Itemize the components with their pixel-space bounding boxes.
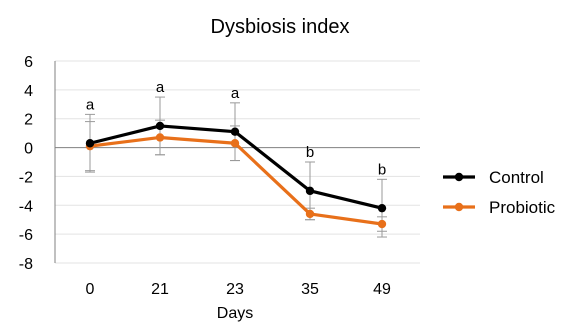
y-tick-label: 2	[24, 112, 33, 129]
legend-marker-control	[454, 172, 464, 182]
data-point-control	[305, 186, 315, 196]
y-tick-label: -6	[19, 227, 33, 244]
y-tick-label: 0	[24, 141, 33, 158]
x-tick-label: 35	[301, 281, 319, 298]
x-tick-label: 0	[86, 281, 95, 298]
x-tick-label: 23	[226, 281, 244, 298]
significance-label: a	[231, 85, 240, 102]
legend-label-control: Control	[489, 168, 544, 187]
legend: Control Probiotic	[443, 168, 556, 217]
x-axis-label: Days	[217, 305, 253, 322]
significance-label: a	[86, 96, 95, 113]
data-point-control	[155, 121, 165, 131]
data-point-control	[85, 139, 95, 148]
significance-label: b	[378, 161, 386, 178]
legend-label-probiotic: Probiotic	[489, 198, 556, 217]
data-point-probiotic	[155, 133, 165, 142]
series-line-probiotic	[89, 135, 383, 226]
y-tick-label: 4	[24, 83, 33, 100]
y-tick-label: 6	[24, 54, 33, 71]
data-point-control	[230, 127, 240, 136]
y-tick-label: -4	[19, 198, 33, 215]
grid	[55, 60, 420, 264]
data-point-probiotic	[377, 219, 387, 229]
annotations: a a a b b	[86, 79, 386, 178]
data-point-control	[377, 203, 387, 213]
legend-marker-probiotic	[454, 202, 464, 212]
series-line-control	[89, 124, 383, 210]
y-tick-label: -2	[19, 169, 33, 186]
y-tick-label: -8	[19, 256, 33, 273]
series-lines	[85, 121, 387, 229]
significance-label: a	[156, 79, 165, 96]
x-tick-label: 21	[151, 281, 169, 298]
data-point-probiotic	[305, 209, 315, 219]
x-tick-label: 49	[373, 281, 391, 298]
data-point-probiotic	[230, 139, 240, 148]
x-tick-labels: 0 21 23 35 49	[86, 281, 391, 298]
chart-title: Dysbiosis index	[211, 16, 350, 38]
significance-label: b	[306, 144, 314, 161]
error-bars	[85, 96, 387, 238]
y-tick-labels: 6 4 2 0 -2 -4 -6 -8	[19, 54, 33, 273]
